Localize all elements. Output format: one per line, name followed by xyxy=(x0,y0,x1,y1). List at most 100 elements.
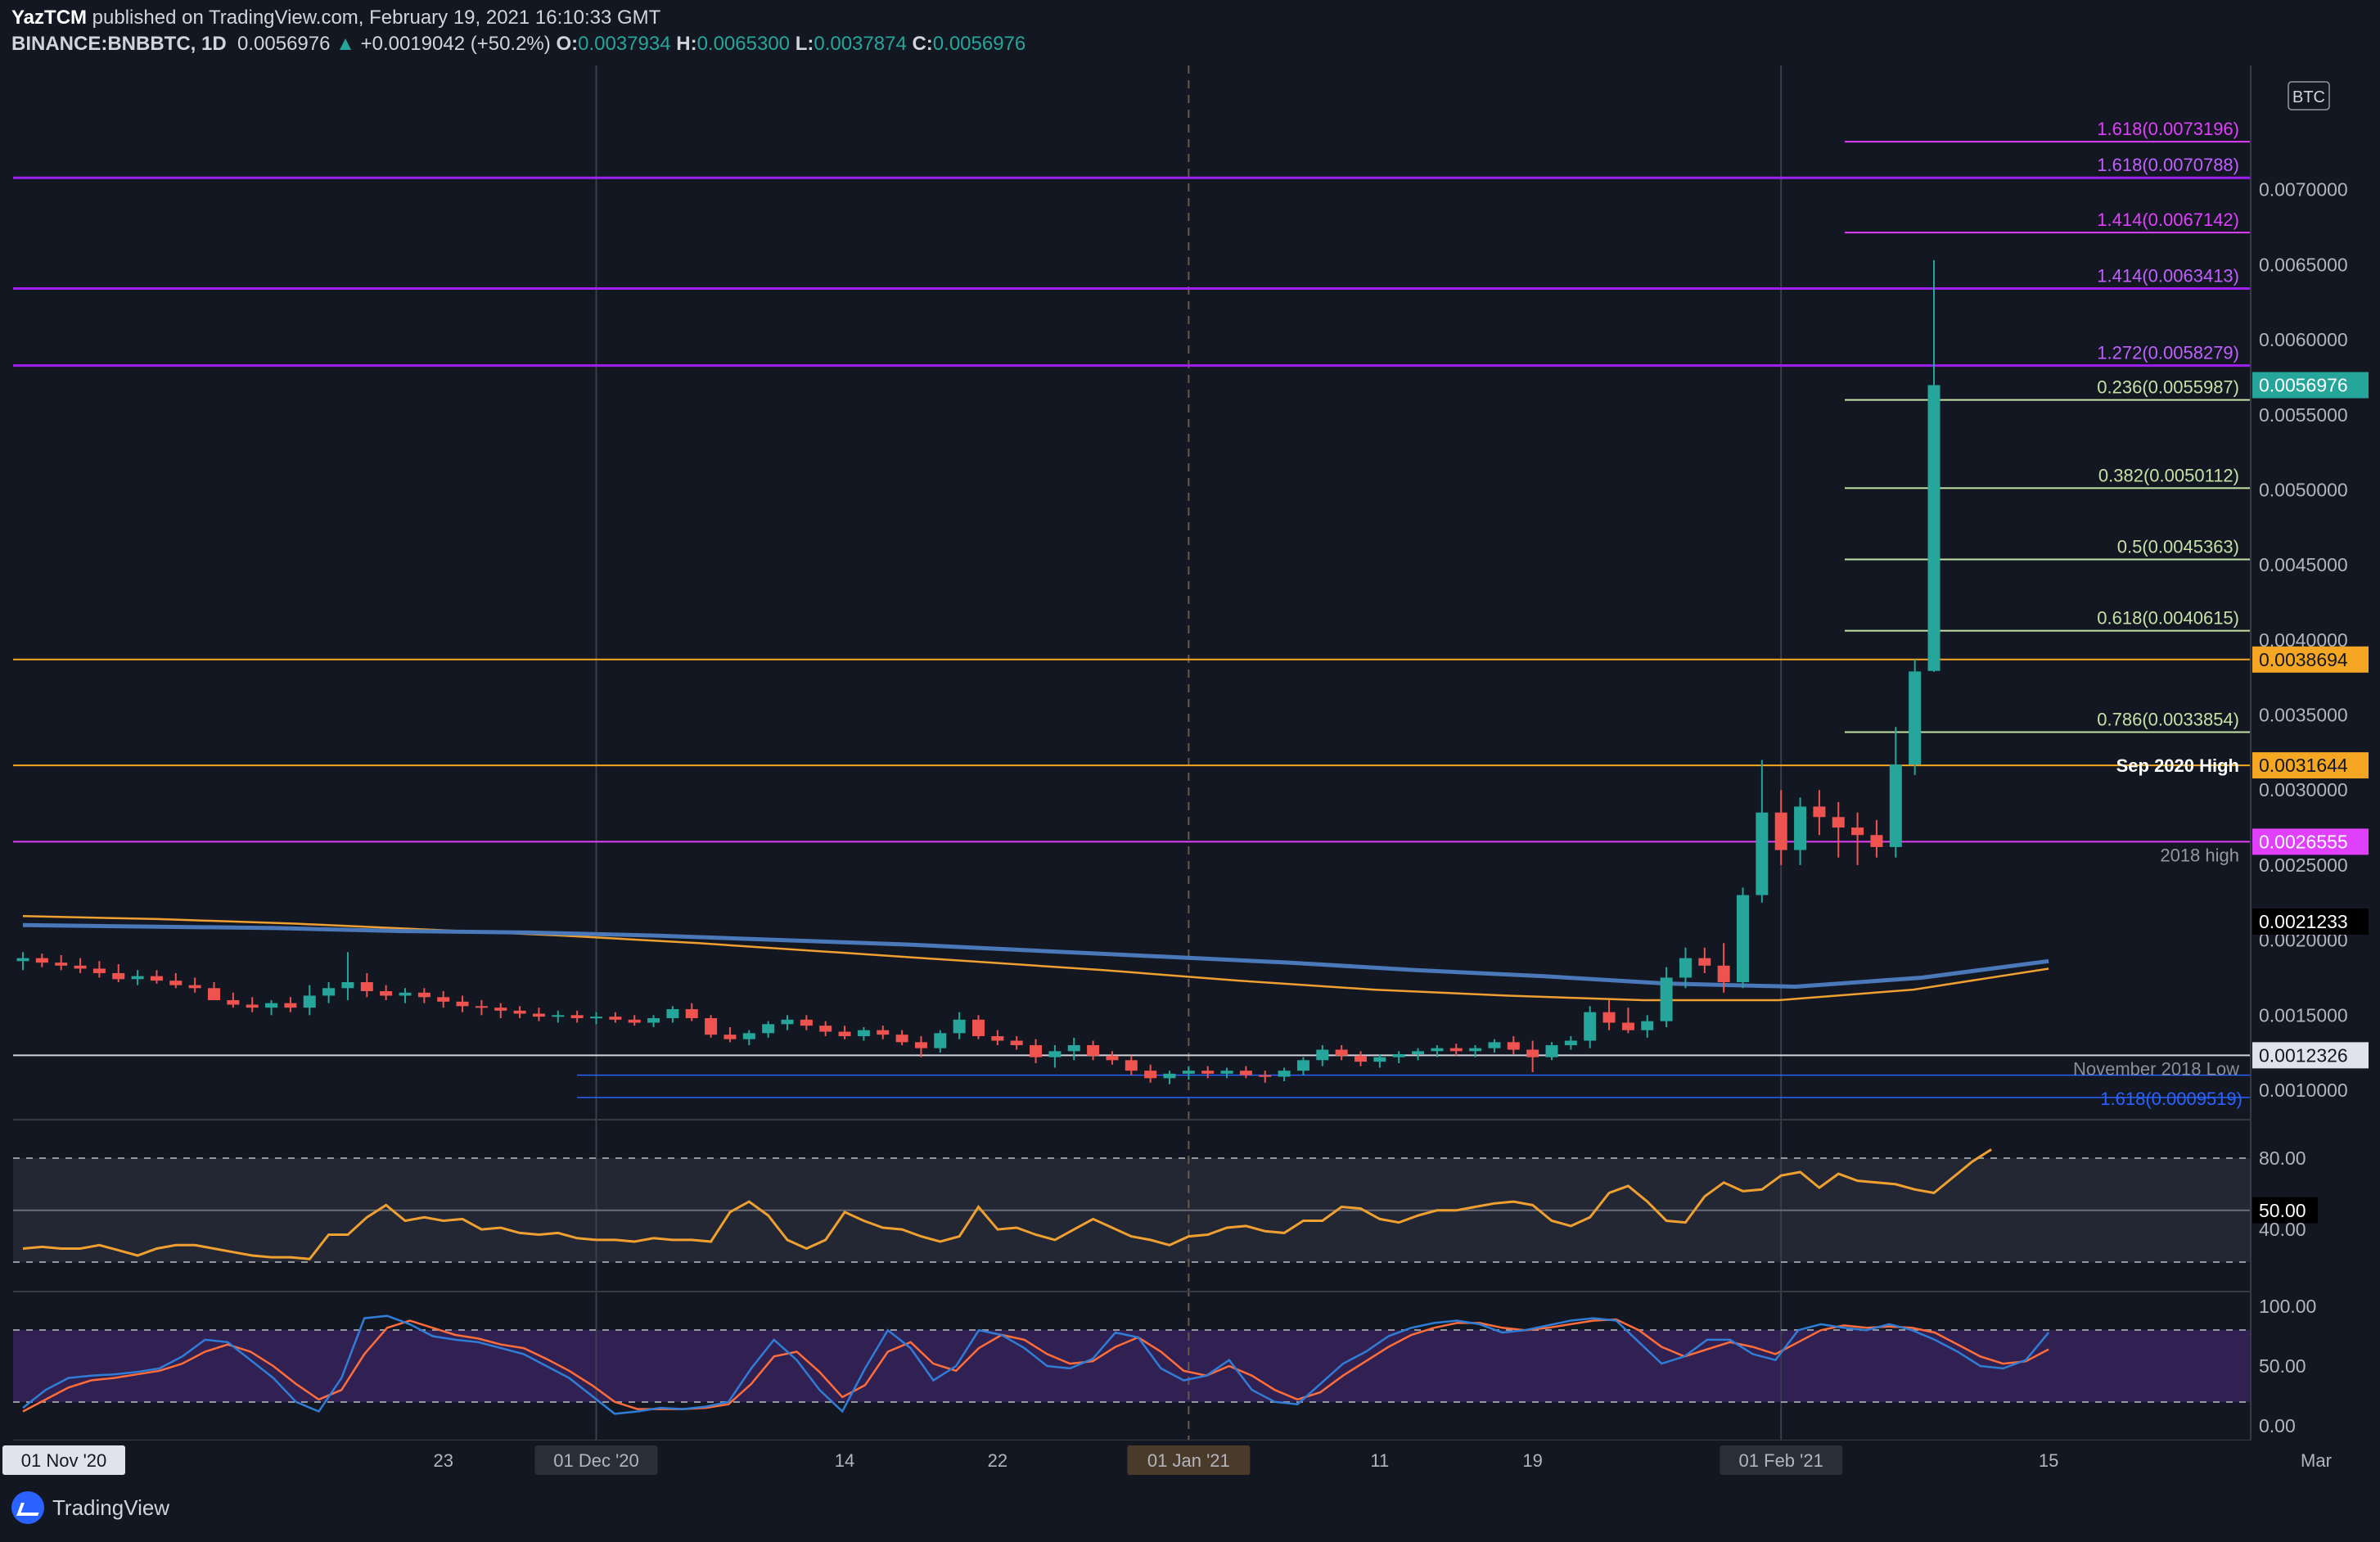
candle-body xyxy=(1507,1042,1520,1050)
time-tick-label: 19 xyxy=(1522,1450,1542,1471)
stoch-tick-label: 100.00 xyxy=(2259,1296,2316,1317)
candle-body xyxy=(857,1030,870,1036)
fib-label-3: 1.414(0.0063413) xyxy=(2097,265,2239,286)
candle-body xyxy=(456,1001,469,1007)
candle-body xyxy=(590,1017,602,1019)
candle-body xyxy=(1927,385,1941,671)
candle-body xyxy=(838,1031,851,1036)
candle-body xyxy=(1087,1044,1100,1056)
price-tick-label: 0.0010000 xyxy=(2259,1080,2348,1101)
candle-body xyxy=(1774,812,1787,850)
time-tick-label: 23 xyxy=(433,1450,453,1471)
candle-body xyxy=(1373,1057,1386,1062)
candle-body xyxy=(284,1003,297,1008)
fib-label-0: 1.618(0.0073196) xyxy=(2097,119,2239,139)
moving-average-100 xyxy=(22,922,2049,990)
time-tick-label: 15 xyxy=(2039,1450,2058,1471)
time-tick-box xyxy=(534,1445,658,1475)
price-tick-label: 0.0025000 xyxy=(2259,854,2348,876)
time-tick-label: 22 xyxy=(988,1450,1007,1471)
candle-body xyxy=(1526,1049,1539,1057)
currency-badge xyxy=(2288,81,2330,110)
candle-body xyxy=(1048,1051,1062,1057)
candle-body xyxy=(762,1024,775,1034)
time-tick-label: Mar xyxy=(2301,1450,2332,1471)
candle-body xyxy=(1392,1053,1405,1057)
level-price-mark-0: 0.0038694 xyxy=(2259,649,2348,670)
price-tick-label: 0.0050000 xyxy=(2259,479,2348,500)
candle-body xyxy=(972,1019,985,1036)
candle-body xyxy=(1870,835,1883,847)
candle-body xyxy=(55,963,68,966)
tradingview-logo-icon xyxy=(11,1491,44,1524)
candle-body xyxy=(1449,1048,1463,1052)
publisher-name[interactable]: YazTCM xyxy=(11,7,88,29)
level-price-mark-3: 0.0012326 xyxy=(2259,1044,2348,1066)
time-tick-label: 11 xyxy=(1370,1450,1389,1471)
time-tick-label: 14 xyxy=(835,1450,854,1471)
candle-body xyxy=(1220,1071,1233,1074)
candle-body xyxy=(246,1004,259,1008)
symbol-name[interactable]: BINANCE:BNBBTC, 1D xyxy=(11,33,227,55)
publish-text: published on TradingView.com, February 1… xyxy=(87,7,661,29)
candle-body xyxy=(1030,1044,1043,1057)
candle-body xyxy=(169,981,183,985)
candle-body xyxy=(819,1026,832,1032)
fib-label-7: 0.5(0.0045363) xyxy=(2117,536,2239,557)
time-tick-label: 01 Feb '21 xyxy=(1739,1450,1823,1471)
close-label: C: xyxy=(912,33,933,55)
time-tick-box xyxy=(2,1445,125,1475)
level-label-3: November 2018 Low xyxy=(2073,1058,2239,1079)
candle-body xyxy=(895,1035,908,1043)
candle-body xyxy=(208,988,220,1000)
chart-header: YazTCM published on TradingView.com, Feb… xyxy=(0,0,2380,65)
open-label: O: xyxy=(556,33,579,55)
candle-body xyxy=(188,985,201,989)
price-tick-label: 0.0070000 xyxy=(2259,179,2348,201)
candle-body xyxy=(437,997,450,1002)
rsi-marker-box xyxy=(2252,1197,2318,1224)
candle-body xyxy=(112,972,125,980)
price-tick-label: 0.0015000 xyxy=(2259,1004,2348,1026)
level-price-mark-3-box xyxy=(2252,1042,2369,1069)
candle-body xyxy=(723,1035,737,1039)
low-value: 0.0037874 xyxy=(814,33,907,55)
fib-label-1: 1.618(0.0070788) xyxy=(2097,155,2239,175)
symbol-info: BINANCE:BNBBTC, 1D 0.0056976 ▲ +0.001904… xyxy=(11,33,1025,56)
candle-body xyxy=(647,1017,660,1023)
candle-body xyxy=(1660,977,1673,1021)
candle-body xyxy=(322,988,336,996)
close-value: 0.0056976 xyxy=(932,33,1026,55)
candle-body xyxy=(131,976,144,980)
price-mark-0: 0.0056976 xyxy=(2259,375,2348,396)
candle-body xyxy=(1602,1012,1616,1023)
candle-body xyxy=(705,1017,718,1035)
candle-body xyxy=(303,995,316,1008)
candle-body xyxy=(1909,671,1922,765)
time-tick-box xyxy=(1720,1445,1843,1475)
time-tick-box xyxy=(1127,1445,1251,1475)
fib-label-8: 0.618(0.0040615) xyxy=(2097,608,2239,629)
candle-body xyxy=(399,992,412,996)
candle-body xyxy=(494,1008,507,1011)
price-tick-label: 0.0045000 xyxy=(2259,554,2348,575)
fib-label-6: 0.382(0.0050112) xyxy=(2098,465,2239,485)
candle-body xyxy=(1698,958,1711,966)
fib-label-9: 0.786(0.0033854) xyxy=(2097,710,2239,730)
level-label-1: Sep 2020 High xyxy=(2116,755,2239,776)
candle-body xyxy=(1813,806,1826,818)
level-label-2: 2018 high xyxy=(2160,845,2239,865)
candle-body xyxy=(1545,1044,1558,1057)
level-price-mark-2: 0.0026555 xyxy=(2259,831,2348,852)
tradingview-logo[interactable]: TradingView xyxy=(11,1491,169,1524)
level-price-mark-0-box xyxy=(2252,646,2369,673)
candle-body xyxy=(92,968,106,973)
price-mark-1-box xyxy=(2252,909,2369,936)
stoch-k-line xyxy=(22,1314,2050,1415)
candle-body xyxy=(150,976,163,981)
change-arrow-icon: ▲ xyxy=(336,33,355,55)
candle-body xyxy=(1717,965,1730,982)
level-price-mark-1: 0.0031644 xyxy=(2259,755,2348,776)
